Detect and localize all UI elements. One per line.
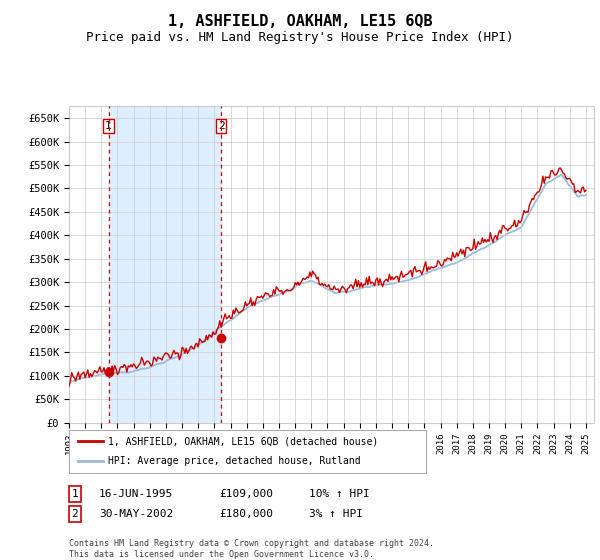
Text: Price paid vs. HM Land Registry's House Price Index (HPI): Price paid vs. HM Land Registry's House … <box>86 31 514 44</box>
Text: 30-MAY-2002: 30-MAY-2002 <box>99 509 173 519</box>
Text: 1: 1 <box>71 489 79 499</box>
Bar <box>109 106 221 423</box>
Text: 1, ASHFIELD, OAKHAM, LE15 6QB: 1, ASHFIELD, OAKHAM, LE15 6QB <box>167 14 433 29</box>
Text: 1, ASHFIELD, OAKHAM, LE15 6QB (detached house): 1, ASHFIELD, OAKHAM, LE15 6QB (detached … <box>108 436 379 446</box>
Text: £180,000: £180,000 <box>219 509 273 519</box>
Text: 3% ↑ HPI: 3% ↑ HPI <box>309 509 363 519</box>
Text: £109,000: £109,000 <box>219 489 273 499</box>
Text: 2: 2 <box>218 120 224 130</box>
Text: Contains HM Land Registry data © Crown copyright and database right 2024.
This d: Contains HM Land Registry data © Crown c… <box>69 539 434 559</box>
Text: 2: 2 <box>71 509 79 519</box>
Text: 1: 1 <box>105 120 112 130</box>
Text: 10% ↑ HPI: 10% ↑ HPI <box>309 489 370 499</box>
Text: HPI: Average price, detached house, Rutland: HPI: Average price, detached house, Rutl… <box>108 456 361 466</box>
Text: 16-JUN-1995: 16-JUN-1995 <box>99 489 173 499</box>
